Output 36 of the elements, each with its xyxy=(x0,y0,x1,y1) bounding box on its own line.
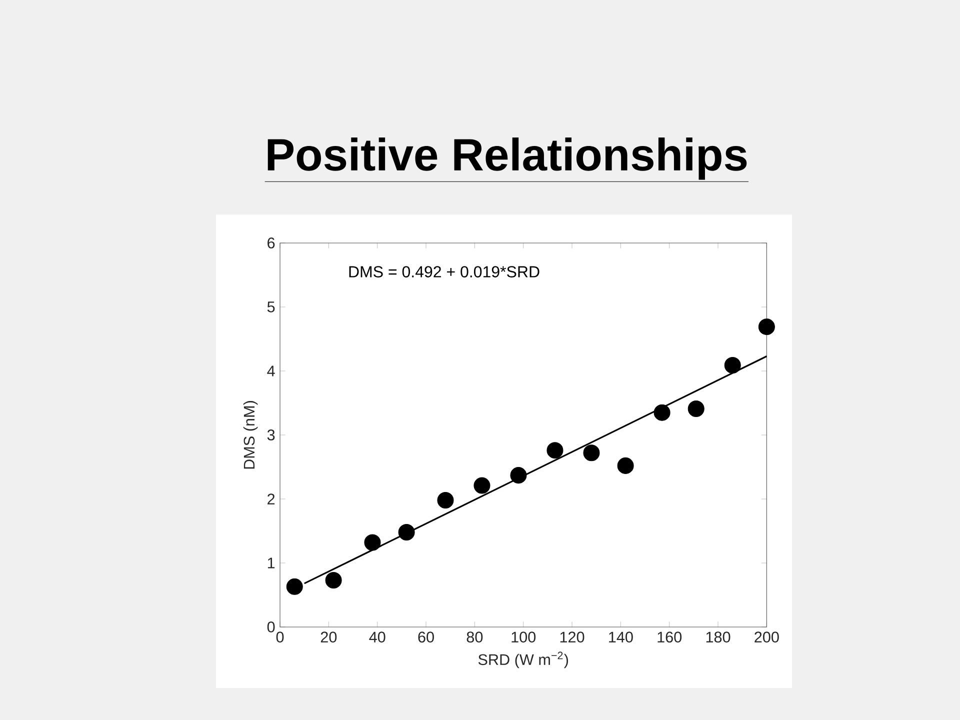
point xyxy=(758,318,775,336)
point xyxy=(437,492,454,509)
x-tick-label: 200 xyxy=(754,632,779,643)
x-axis-title: SRD (W m$^{−2}$) xyxy=(478,652,568,668)
point xyxy=(286,578,303,595)
y-tick-label: 4 xyxy=(267,366,275,376)
point xyxy=(364,534,381,551)
x-tick-label: 180 xyxy=(706,632,730,643)
point xyxy=(617,457,634,474)
annotation: DMS = 0.492 + 0.019*SRD xyxy=(349,266,540,278)
point xyxy=(724,356,741,374)
x-tick-label: 20 xyxy=(320,632,337,643)
x-tick-label: 160 xyxy=(658,632,682,643)
y-tick-label: 3 xyxy=(267,430,275,440)
point xyxy=(546,442,564,459)
point xyxy=(654,404,670,421)
point xyxy=(398,524,415,541)
x-tick-label: 0 xyxy=(276,632,284,643)
point xyxy=(325,572,342,589)
x-tick-label: 40 xyxy=(369,632,386,643)
y-tick-label: 5 xyxy=(267,302,275,312)
y-tick-label: 1 xyxy=(268,558,275,568)
x-tick-label: 140 xyxy=(609,632,633,643)
point xyxy=(510,467,527,484)
x-tick-label: 120 xyxy=(560,632,584,643)
y-tick-label: 6 xyxy=(268,238,275,248)
point xyxy=(688,400,704,418)
y-tick-label: 0 xyxy=(267,622,275,632)
y-tick-label: 2 xyxy=(268,494,275,504)
point xyxy=(583,444,600,462)
x-tick-label: 80 xyxy=(466,632,483,643)
chart-title: Positive Relationships xyxy=(268,138,747,180)
y-axis-title: DMS (nM) xyxy=(243,401,258,469)
point xyxy=(474,477,490,494)
x-tick-label: 60 xyxy=(418,632,434,643)
x-tick-label: 100 xyxy=(512,632,536,643)
